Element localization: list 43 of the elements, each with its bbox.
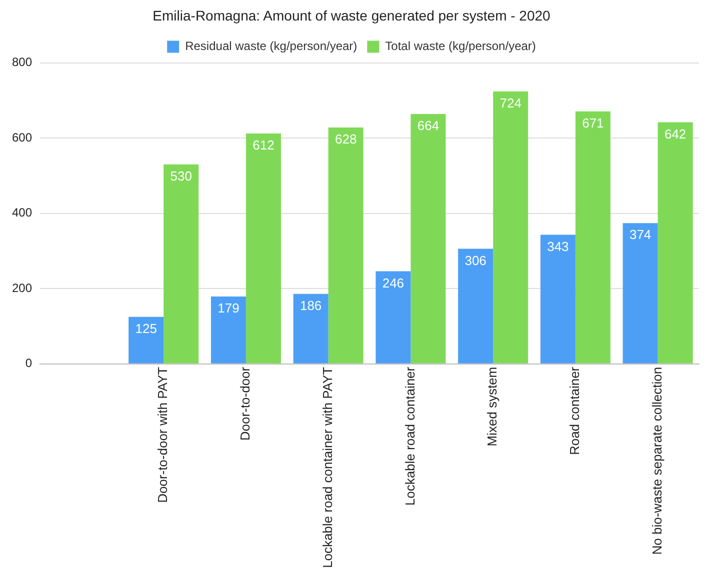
data-label: 179 (218, 300, 240, 316)
data-label: 374 (629, 227, 652, 242)
y-tick-label: 400 (12, 206, 32, 220)
data-label: 664 (417, 118, 440, 134)
data-label: 125 (135, 320, 157, 336)
chart-title: Emilia-Romagna: Amount of waste generated per system - 2020 (152, 7, 551, 24)
data-label: 530 (170, 168, 192, 184)
data-label: 642 (664, 126, 686, 142)
data-label: 246 (382, 275, 404, 290)
bar (128, 316, 164, 364)
data-label: 628 (334, 132, 357, 147)
y-tick-label: 200 (12, 280, 32, 295)
x-tick-label: No bio-waste separate collection (649, 366, 664, 555)
legend-label: Residual waste (kg/person/year) (185, 39, 358, 54)
data-label: 343 (547, 238, 569, 254)
bar (458, 248, 494, 364)
bar (328, 128, 364, 364)
bar (246, 134, 281, 364)
bar (410, 114, 446, 364)
bar (622, 223, 658, 364)
bar (293, 294, 328, 364)
x-tick-label: Door-to-door (238, 366, 253, 441)
bar (658, 122, 693, 364)
bar (540, 234, 576, 364)
data-label: 724 (500, 95, 522, 110)
legend-label: Total waste (kg/person/year) (385, 39, 536, 54)
y-tick-label: 800 (12, 55, 32, 70)
x-tick-label: Lockable road container with PAYT (320, 366, 335, 568)
x-tick-label: Lockable road container (402, 366, 418, 506)
y-tick-label: 600 (12, 130, 32, 144)
data-label: 671 (582, 115, 604, 130)
bar (210, 296, 246, 364)
x-tick-label: Road container (567, 366, 582, 456)
bar (376, 271, 411, 364)
bar (493, 91, 528, 364)
data-label: 306 (464, 252, 486, 268)
x-tick-label: Mixed system (484, 366, 500, 446)
bar (575, 111, 610, 364)
bar (164, 164, 199, 364)
data-label: 612 (252, 138, 274, 153)
data-label: 186 (300, 298, 322, 313)
x-tick-label: Door-to-door with PAYT (155, 366, 170, 503)
y-tick-label: 0 (25, 356, 32, 370)
